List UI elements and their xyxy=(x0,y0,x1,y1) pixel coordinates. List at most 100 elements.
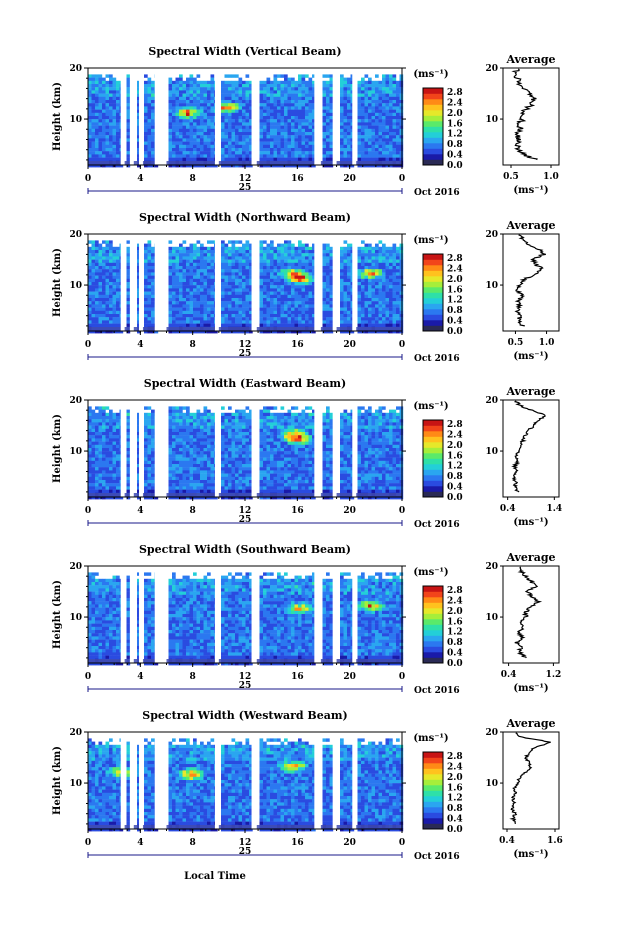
heatmap-cell xyxy=(329,132,334,136)
heatmap-cell xyxy=(98,473,103,477)
heatmap-cell xyxy=(242,106,246,110)
heatmap-cell xyxy=(126,109,131,113)
heatmap-cell xyxy=(203,285,208,289)
heatmap-cell xyxy=(200,275,204,279)
heatmap-cell xyxy=(378,323,383,327)
heatmap-cell xyxy=(270,119,274,123)
heatmap-cell xyxy=(347,269,351,273)
heatmap-cell xyxy=(378,87,383,91)
heatmap-cell xyxy=(329,272,334,276)
heatmap-cell xyxy=(200,320,204,324)
heatmap-cell xyxy=(231,246,236,251)
heatmap-cell xyxy=(382,253,386,257)
heatmap-cell xyxy=(371,323,376,327)
heatmap-cell xyxy=(347,282,351,286)
heatmap-cell xyxy=(277,116,281,120)
heatmap-cell xyxy=(347,135,351,139)
heatmap-cell xyxy=(361,291,365,295)
heatmap-cell xyxy=(284,285,288,289)
heatmap-cell xyxy=(284,256,288,260)
heatmap-cell xyxy=(371,269,376,273)
heatmap-cell xyxy=(175,460,180,465)
heatmap-cell xyxy=(168,317,173,321)
heatmap-cell xyxy=(343,90,348,94)
heatmap-cell xyxy=(301,262,306,267)
heatmap-cell xyxy=(242,109,246,113)
heatmap-cell xyxy=(368,122,372,126)
heatmap-cell xyxy=(193,266,197,270)
heatmap-cell xyxy=(126,74,131,78)
heatmap-cell xyxy=(287,304,292,308)
heatmap-cell xyxy=(368,310,372,315)
heatmap-cell xyxy=(228,314,232,318)
heatmap-cell xyxy=(340,116,344,120)
heatmap-cell xyxy=(228,84,232,88)
heatmap-cell xyxy=(224,266,229,270)
heatmap-cell xyxy=(231,141,236,145)
colorbar-segment xyxy=(423,270,443,277)
heatmap-cell xyxy=(305,90,309,94)
heatmap-cell xyxy=(231,294,236,299)
heatmap-cell xyxy=(322,269,327,273)
heatmap-cell xyxy=(193,151,197,155)
heatmap-cell xyxy=(105,256,110,260)
heatmap-cell xyxy=(168,473,173,477)
heatmap-cell xyxy=(249,304,253,308)
heatmap-cell xyxy=(207,93,211,97)
heatmap-cell xyxy=(88,294,92,299)
heatmap-cell xyxy=(245,317,250,321)
heatmap-cell xyxy=(175,90,180,94)
heatmap-cell xyxy=(168,122,173,126)
heatmap-cell xyxy=(375,243,379,247)
heatmap-cell xyxy=(270,250,274,254)
heatmap-cell xyxy=(322,154,327,158)
heatmap-cell xyxy=(196,96,201,101)
heatmap-cell xyxy=(277,87,281,91)
colorbar-segment xyxy=(423,132,443,138)
heatmap-cell xyxy=(280,141,285,145)
heatmap-cell xyxy=(364,151,369,155)
heatmap-cell xyxy=(291,128,295,133)
heatmap-cell xyxy=(175,154,180,158)
heatmap-cell xyxy=(249,135,253,139)
heatmap-cell xyxy=(179,109,183,113)
heatmap-cell xyxy=(168,412,173,417)
heatmap-cell xyxy=(151,256,155,260)
heatmap-cell xyxy=(287,240,292,244)
heatmap-cell xyxy=(238,119,243,123)
heatmap-cell xyxy=(284,269,288,273)
heatmap-cell xyxy=(102,486,106,490)
heatmap-cell xyxy=(95,128,99,133)
heatmap-cell xyxy=(189,243,194,247)
heatmap-cell xyxy=(91,307,96,311)
heatmap-cell xyxy=(357,90,362,94)
heatmap-cell xyxy=(326,262,330,267)
heatmap-cell xyxy=(312,285,316,289)
heatmap-cell xyxy=(385,122,390,126)
heatmap-cell xyxy=(112,96,117,101)
heatmap-cell xyxy=(168,266,173,270)
heatmap-cell xyxy=(91,489,96,493)
heatmap-cell xyxy=(210,77,215,81)
heatmap-cell xyxy=(168,464,173,468)
heatmap-cell xyxy=(151,470,155,474)
heatmap-cell xyxy=(249,285,253,289)
heatmap-cell xyxy=(168,138,173,142)
heatmap-cell xyxy=(221,148,225,152)
heatmap-cell xyxy=(277,151,281,155)
heatmap-cell xyxy=(245,272,250,276)
heatmap-cell xyxy=(203,269,208,273)
heatmap-cell xyxy=(340,141,344,145)
data-gap xyxy=(120,68,125,165)
heatmap-cell xyxy=(172,112,176,117)
heatmap-cell xyxy=(259,103,264,107)
heatmap-cell xyxy=(273,112,278,117)
heatmap-cell xyxy=(266,310,271,315)
heatmap-cell xyxy=(189,141,194,145)
heatmap-cell xyxy=(168,454,173,458)
heatmap-cell xyxy=(172,483,176,487)
heatmap-cell xyxy=(294,151,299,155)
heatmap-cell xyxy=(270,269,274,273)
heatmap-cell xyxy=(196,87,201,91)
heatmap-cell xyxy=(298,285,302,289)
